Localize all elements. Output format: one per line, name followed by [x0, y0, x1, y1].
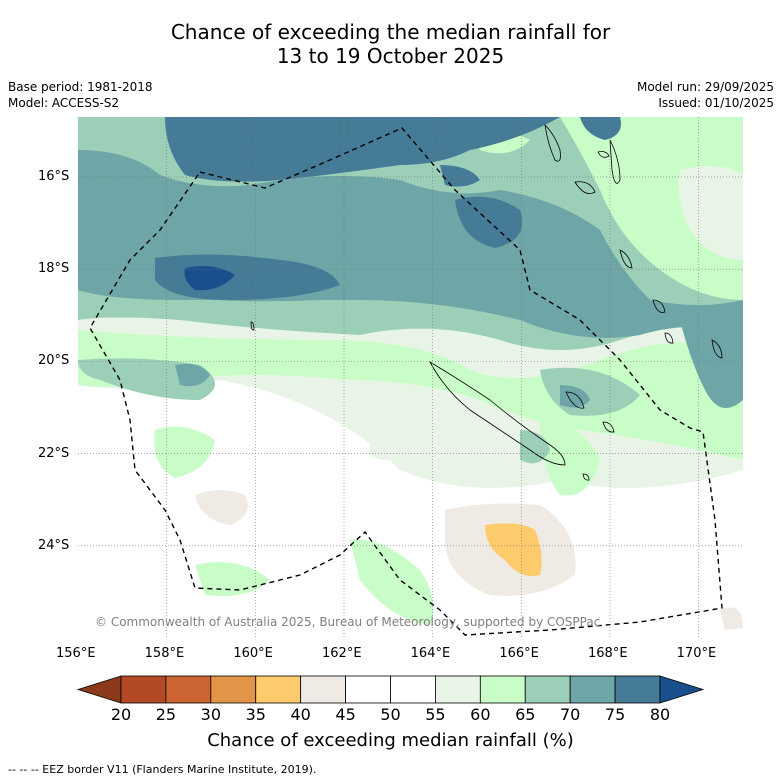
model-run: Model run: 29/09/2025	[636, 80, 774, 94]
colorbar-segment	[120, 675, 167, 704]
title-line-1: Chance of exceeding the median rainfall …	[170, 20, 611, 44]
colorbar-tick-label: 70	[559, 705, 581, 724]
colorbar-extend-high	[659, 675, 705, 704]
island-coastline	[664, 332, 674, 344]
zone-40-45-patch	[195, 490, 248, 525]
colorbar-segment	[165, 675, 212, 704]
island-coastline	[652, 299, 666, 313]
latitude-label: 16°S	[38, 168, 70, 184]
colorbar-tick-label: 75	[604, 705, 626, 724]
copyright-notice: © Commonwealth of Australia 2025, Bureau…	[95, 615, 600, 629]
loyalty-islands-coastline	[565, 391, 585, 409]
colorbar-tick-label: 20	[110, 705, 132, 724]
zone-60-65-patch	[350, 539, 434, 625]
island-coastline	[250, 321, 255, 331]
colorbar-segment	[614, 675, 661, 704]
latitude-label: 22°S	[38, 445, 70, 461]
island-coastline	[544, 123, 561, 162]
issued-date: Issued: 01/10/2025	[658, 96, 774, 110]
zone-45-55-west	[78, 442, 340, 620]
colorbar-title: Chance of exceeding median rainfall (%)	[207, 730, 574, 751]
colorbar-tick-label: 35	[245, 705, 266, 724]
zone-60-65-patch	[195, 562, 270, 596]
colorbar-tick-label: 55	[425, 705, 446, 724]
colorbar-tick-label: 40	[290, 705, 311, 724]
colorbar-tick-label: 65	[515, 705, 536, 724]
zone-60-65-east	[560, 117, 743, 300]
longitude-label: 158°E	[144, 646, 185, 661]
island-coastline	[582, 473, 590, 481]
longitude-label: 162°E	[322, 646, 362, 661]
zone-55-60-patch	[370, 417, 410, 460]
zone-60-65-patch	[540, 420, 600, 496]
zone-60-65-band	[78, 330, 743, 460]
new-caledonia-coastline	[428, 360, 566, 466]
zone-35-40-patch	[485, 523, 542, 576]
colorbar-segment	[300, 675, 346, 704]
zone-70-75-patch	[175, 363, 210, 387]
zone-70-75-west	[78, 160, 140, 205]
colorbar-segment	[345, 675, 391, 704]
zone-75-80-patch	[580, 117, 621, 140]
colorbar-segment	[390, 675, 436, 704]
colorbar-tick-label: 30	[200, 705, 221, 724]
colorbar-tick-label: 60	[470, 705, 491, 724]
colorbar-tick-label: 45	[335, 705, 356, 724]
colorbar-tick-label: 25	[155, 705, 177, 724]
zone-55-60-east	[678, 166, 743, 260]
zone-75-80-patch	[440, 165, 480, 187]
eez-border	[89, 127, 723, 636]
longitude-label: 164°E	[410, 646, 451, 661]
colorbar-tick-label: 50	[380, 705, 401, 724]
zone-40-45-patch	[720, 607, 743, 630]
longitude-label: 156°E	[56, 646, 96, 661]
zone-75-80-north	[165, 117, 560, 182]
latitude-label: 18°S	[38, 261, 70, 277]
colorbar-segment	[435, 675, 481, 704]
base-period: Base period: 1981-2018	[8, 80, 153, 94]
island-coastline	[597, 151, 610, 158]
title-line-2: 13 to 19 October 2025	[276, 44, 505, 68]
island-coastline	[574, 181, 596, 195]
latitude-label: 20°S	[38, 353, 70, 369]
longitude-label: 166°E	[499, 646, 539, 661]
zone-60-65-patch	[154, 426, 215, 478]
eez-legend: -- -- -- EEZ border V11 (Flanders Marine…	[8, 763, 317, 776]
latitude-label: 24°S	[38, 537, 70, 553]
colorbar-tick-label: 80	[649, 705, 671, 724]
zone-65-70-patch	[520, 430, 550, 464]
zone-70-75-patch	[560, 385, 590, 408]
island-coastline	[609, 139, 621, 184]
zone-70-75-east	[680, 313, 743, 408]
island-coastline	[602, 421, 615, 433]
zone-75-80-patch	[455, 196, 523, 248]
longitude-label: 168°E	[588, 646, 628, 661]
colorbar-segment	[524, 675, 571, 704]
island-coastline	[619, 249, 633, 269]
colorbar-segment	[479, 675, 526, 704]
model-name: Model: ACCESS-S2	[8, 96, 120, 110]
colorbar-segment	[569, 675, 616, 704]
zone-80-plus	[184, 266, 235, 291]
colorbar-segment	[210, 675, 257, 704]
longitude-label: 170°E	[676, 646, 717, 661]
colorbar-segment	[255, 675, 302, 704]
island-coastline	[711, 339, 723, 359]
colorbar-extend-low	[76, 675, 122, 704]
longitude-label: 160°E	[233, 646, 273, 661]
